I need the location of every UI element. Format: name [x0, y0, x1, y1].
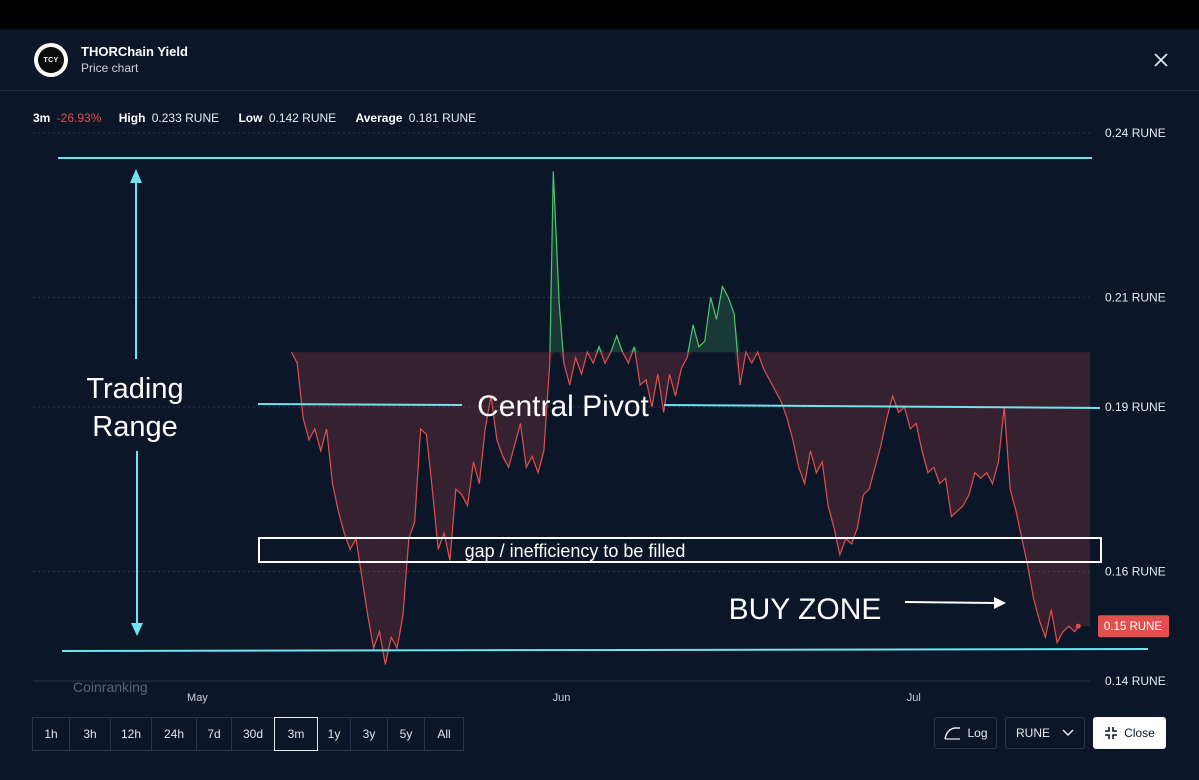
current-price-label: 0.15 RUNE	[1104, 621, 1162, 633]
timeframe-30d[interactable]: 30d	[231, 717, 274, 751]
pivot-line-right	[663, 404, 1101, 409]
x-tick-label: May	[187, 692, 208, 704]
coin-title: THORChain Yield	[81, 44, 188, 59]
y-tick-label: 0.19 RUNE	[1105, 400, 1166, 414]
timeframe-1y[interactable]: 1y	[318, 717, 350, 751]
price-line-below-reference	[290, 352, 1079, 665]
timeframe-12h[interactable]: 12h	[110, 717, 151, 751]
chart-controls: Log RUNE Close	[934, 717, 1166, 749]
price-chart: 0.24 RUNE 0.21 RUNE 0.19 RUNE 0.16 RUNE 0.14…	[33, 126, 1169, 704]
stats-average-value: 0.181 RUNE	[408, 111, 477, 125]
stats-average-label: Average	[355, 111, 403, 125]
price-area-below-reference	[291, 352, 1090, 665]
x-tick-label: Jul	[907, 692, 921, 704]
chart-modal: TCY THORChain Yield Price chart 3m -26.9…	[0, 29, 1199, 780]
currency-select[interactable]: RUNE	[1005, 717, 1085, 749]
range-bottom-line	[61, 648, 1149, 652]
y-tick-label: 0.14 RUNE	[1105, 674, 1166, 688]
modal-header: TCY THORChain Yield Price chart	[0, 29, 1199, 91]
current-price-dot	[1075, 623, 1081, 629]
annotation-buy-zone: BUY ZONE	[729, 593, 882, 626]
arrow-down-icon	[131, 623, 143, 636]
coinranking-watermark: Coinranking	[73, 679, 148, 695]
coin-subtitle: Price chart	[81, 61, 139, 75]
buy-zone-arrow	[904, 601, 997, 604]
timeframe-1h[interactable]: 1h	[32, 717, 69, 751]
log-scale-button[interactable]: Log	[934, 717, 997, 749]
annotation-trading-range: Trading	[86, 373, 183, 405]
timeframe-7d[interactable]: 7d	[196, 717, 231, 751]
x-tick-label: Jun	[553, 692, 571, 704]
stats-low-value: 0.142 RUNE	[268, 111, 337, 125]
price-area-above-reference	[291, 171, 1079, 353]
annotation-trading-range: Range	[92, 411, 177, 443]
pivot-line-left	[257, 403, 463, 406]
timeframe-3h[interactable]: 3h	[69, 717, 110, 751]
log-label: Log	[967, 726, 988, 740]
header-divider	[0, 90, 1199, 91]
close-label: Close	[1124, 726, 1155, 740]
close-button[interactable]: Close	[1093, 717, 1166, 749]
timeframe-24h[interactable]: 24h	[151, 717, 196, 751]
timeframe-selector: 1h 3h 12h 24h 7d 30d 3m 1y 3y 5y All	[32, 717, 464, 751]
y-tick-label: 0.16 RUNE	[1105, 564, 1166, 578]
stats-high-label: High	[118, 111, 146, 125]
timeframe-all[interactable]: All	[424, 717, 464, 751]
gap-box	[258, 537, 1102, 563]
stats-change: -26.93%	[56, 111, 102, 125]
current-price-badge	[1098, 615, 1169, 638]
y-tick-label: 0.21 RUNE	[1105, 290, 1166, 304]
collapse-icon	[1105, 727, 1118, 739]
stats-low-label: Low	[238, 111, 263, 125]
arrow-up-icon	[130, 169, 142, 183]
log-curve-icon	[944, 727, 961, 740]
timeframe-5y[interactable]: 5y	[387, 717, 424, 751]
annotation-central-pivot: Central Pivot	[477, 390, 649, 423]
close-icon[interactable]	[1150, 49, 1172, 71]
price-stats: 3m -26.93% High 0.233 RUNE Low 0.142 RUN…	[33, 111, 492, 125]
coin-logo: TCY	[34, 43, 68, 77]
coin-logo-text: TCY	[38, 47, 64, 73]
y-tick-label: 0.24 RUNE	[1105, 126, 1166, 140]
stats-period: 3m	[33, 111, 51, 125]
stats-high-value: 0.233 RUNE	[151, 111, 220, 125]
chevron-down-icon	[1062, 729, 1074, 737]
annotation-gap: gap / inefficiency to be filled	[465, 541, 686, 561]
currency-label: RUNE	[1016, 726, 1051, 740]
timeframe-3y[interactable]: 3y	[350, 717, 387, 751]
timeframe-3m[interactable]: 3m	[274, 717, 318, 751]
arrow-right-icon	[994, 597, 1006, 609]
